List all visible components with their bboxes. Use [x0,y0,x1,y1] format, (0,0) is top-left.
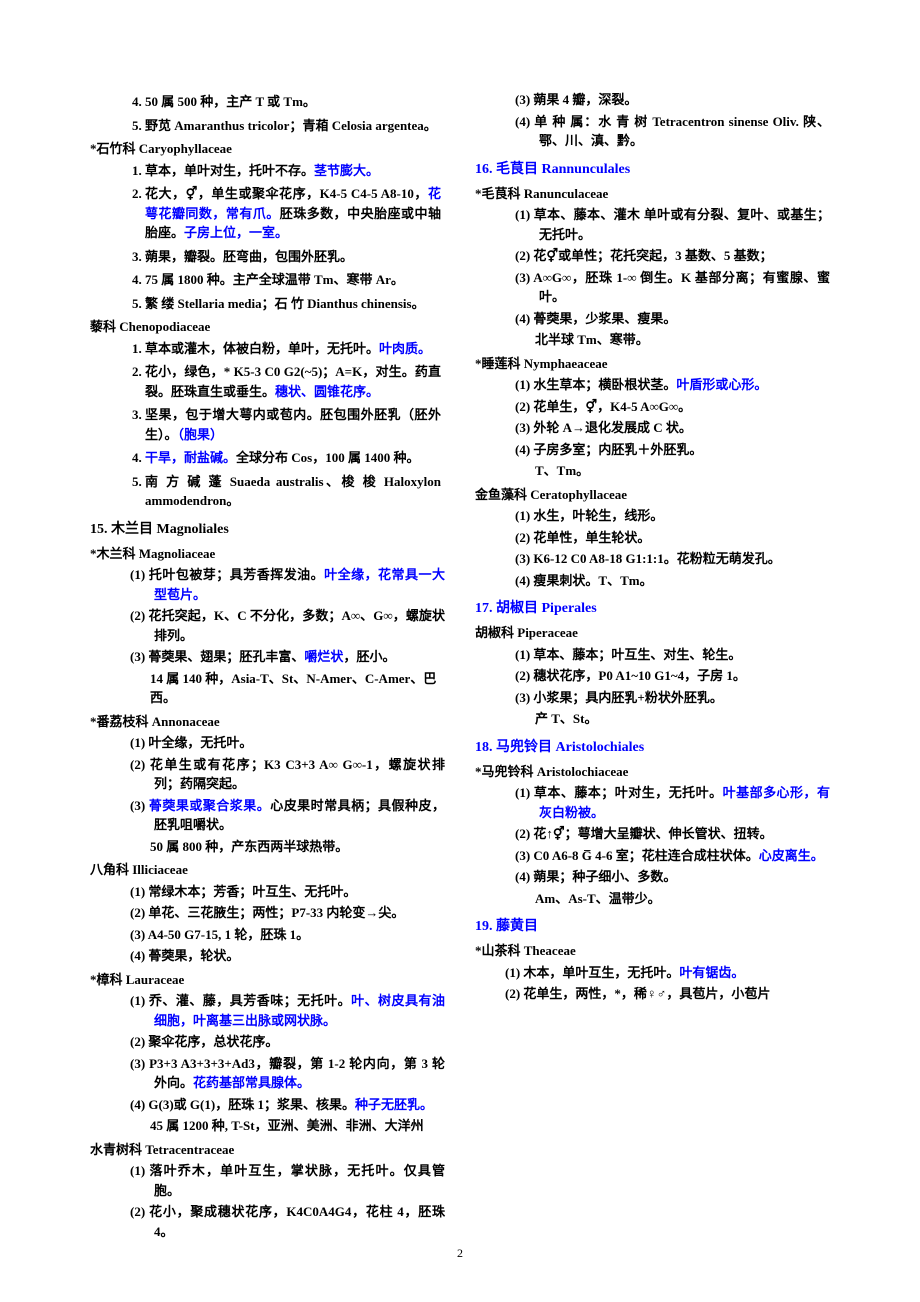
item: (2) 花单性，单生轮状。 [515,528,830,548]
item: (4) G(3)或 G(1)，胚珠 1；浆果、核果。种子无胚乳。 [130,1095,445,1115]
note: 45 属 1200 种, T-St，亚洲、美洲、非洲、大洋州 [90,1116,445,1136]
item: 坚果，包于增大萼内或苞内。胚包围外胚乳（胚外生）。（胞果） [145,405,445,444]
item: (2) 花单生，⚥，K4-5 A∞G∞。 [515,397,830,417]
item: 蒴果，瓣裂。胚弯曲，包围外胚乳。 [145,247,445,267]
item: (1) 草本、藤本、灌木 单叶或有分裂、复叶、或基生；无托叶。 [515,205,830,244]
note: 产 T、St。 [475,709,830,729]
family-title-annonaceae: *番荔枝科 Annonaceae [90,712,445,732]
item: 繁 缕 Stellaria media；石 竹 Dianthus chinens… [145,294,445,314]
item: 草本，单叶对生，托叶不存。茎节膨大。 [145,161,445,181]
item: (3) 蓇葖果或聚合浆果。心皮果时常具柄；具假种皮，胚乳咀嚼状。 [130,796,445,835]
item: (1) 乔、灌、藤，具芳香味；无托叶。叶、树皮具有油细胞，叶离基三出脉或网状脉。 [130,991,445,1030]
order-title-17: 17. 胡椒目 Piperales [475,598,830,619]
item: (1) 落叶乔木，单叶互生，掌状脉，无托叶。仅具管胞。 [130,1161,445,1200]
family-title-aristolochiaceae: *马兜铃科 Aristolochiaceae [475,762,830,782]
item: (4) 单 种 属：水 青 树 Tetracentron sinense Oli… [515,112,830,151]
item: (1) 常绿木本；芳香；叶互生、无托叶。 [130,882,445,902]
item: (3) K6-12 C0 A8-18 G1:1:1。花粉粒无萌发孔。 [515,549,830,569]
item: 花小，绿色，* K5-3 C0 G2(~5)；A=K，对生。药直裂。胚珠直生或垂… [145,362,445,401]
family-title-lauraceae: *樟科 Lauraceae [90,970,445,990]
item: (3) 外轮 A→退化发展成 C 状。 [515,418,830,438]
item: 花大，⚥，单生或聚伞花序，K4-5 C4-5 A8-10，花萼花瓣同数，常有爪。… [145,184,445,243]
page-number: 2 [0,1244,920,1262]
item: (4) 蒴果；种子细小、多数。 [515,867,830,887]
item: (1) 叶全缘，无托叶。 [130,733,445,753]
item: (3) A∞G∞，胚珠 1-∞ 倒生。K 基部分离；有蜜腺、蜜叶。 [515,268,830,307]
order-title-19: 19. 藤黄目 [475,916,830,937]
family-title-magnoliaceae: *木兰科 Magnoliaceae [90,544,445,564]
item: 50 属 500 种，主产 T 或 Tm。 [145,92,445,112]
item: (2) 穗状花序，P0 A1~10 G1~4，子房 1。 [515,666,830,686]
item: (1) 木本，单叶互生，无托叶。叶有锯齿。 [505,963,830,983]
family-title-caryophyllaceae: *石竹科 Caryophyllaceae [90,139,445,159]
item: (3) 蒴果 4 瓣，深裂。 [515,90,830,110]
item: (3) P3+3 A3+3+3+Ad3，瓣裂，第 1-2 轮内向，第 3 轮外向… [130,1054,445,1093]
item: (1) 草本、藤本；叶对生，无托叶。叶基部多心形，有灰白粉被。 [515,783,830,822]
order-title-18: 18. 马兜铃目 Aristolochiales [475,737,830,758]
note: Am、As-T、温带少。 [475,889,830,909]
order-title-15: 15. 木兰目 Magnoliales [90,519,445,540]
family-title-illiciaceae: 八角科 Illiciaceae [90,860,445,880]
family-title-tetracentraceae: 水青树科 Tetracentraceae [90,1140,445,1160]
item: (2) 聚伞花序，总状花序。 [130,1032,445,1052]
item: (1) 水生，叶轮生，线形。 [515,506,830,526]
item: 干旱，耐盐碱。全球分布 Cos，100 属 1400 种。 [145,448,445,468]
item: (2) 花单生或有花序；K3 C3+3 A∞ G∞-1，螺旋状排列；药隔突起。 [130,755,445,794]
item: (4) 蓇葖果，少浆果、瘦果。 [515,309,830,329]
family-title-ranunculaceae: *毛茛科 Ranunculaceae [475,184,830,204]
note: 14 属 140 种，Asia-T、St、N-Amer、C-Amer、巴西。 [90,669,445,708]
order-title-16: 16. 毛茛目 Rannunculales [475,159,830,180]
item: (3) 蓇葖果、翅果；胚孔丰富、嚼烂状，胚小。 [130,647,445,667]
item: (3) 小浆果；具内胚乳+粉状外胚乳。 [515,688,830,708]
item: 南 方 碱 蓬 Suaeda australis、梭 梭 Haloxylon a… [145,472,445,511]
note: 50 属 800 种，产东西两半球热带。 [90,837,445,857]
item: 草本或灌木，体被白粉，单叶，无托叶。叶肉质。 [145,339,445,359]
item: (2) 花单生，两性，*，稀♀♂，具苞片，小苞片 [505,984,830,1004]
item: (2) 花↑⚥；萼增大呈瓣状、伸长管状、扭转。 [515,824,830,844]
item: (1) 草本、藤本；叶互生、对生、轮生。 [515,645,830,665]
item: (3) C0 A6-8 G̅ 4-6 室；花柱连合成柱状体。心皮离生。 [515,846,830,866]
note: T、Tm。 [475,461,830,481]
item: (2) 花⚥或单性；花托突起，3 基数、5 基数； [515,246,830,266]
item: (4) 蓇葖果，轮状。 [130,946,445,966]
item: (2) 花小，聚成穗状花序，K4C0A4G4，花柱 4，胚珠 4。 [130,1202,445,1241]
family-title-nymphaeaceae: *睡莲科 Nymphaeaceae [475,354,830,374]
family-title-chenopodiaceae: 藜科 Chenopodiaceae [90,317,445,337]
item: 75 属 1800 种。主产全球温带 Tm、寒带 Ar。 [145,270,445,290]
item: 野苋 Amaranthus tricolor；青葙 Celosia argent… [145,116,445,136]
item: (1) 托叶包被芽；具芳香挥发油。叶全缘，花常具一大型苞片。 [130,565,445,604]
item: (3) A4-50 G7-15, 1 轮，胚珠 1。 [130,925,445,945]
family-title-theaceae: *山茶科 Theaceae [475,941,830,961]
family-title-ceratophyllaceae: 金鱼藻科 Ceratophyllaceae [475,485,830,505]
note: 北半球 Tm、寒带。 [475,330,830,350]
item: (1) 水生草本；横卧根状茎。叶盾形或心形。 [515,375,830,395]
item: (4) 瘦果刺状。T、Tm。 [515,571,830,591]
family-title-piperaceae: 胡椒科 Piperaceae [475,623,830,643]
item: (4) 子房多室；内胚乳＋外胚乳。 [515,440,830,460]
item: (2) 单花、三花腋生；两性；P7-33 内轮变→尖。 [130,903,445,923]
item: (2) 花托突起，K、C 不分化，多数；A∞、G∞，螺旋状排列。 [130,606,445,645]
